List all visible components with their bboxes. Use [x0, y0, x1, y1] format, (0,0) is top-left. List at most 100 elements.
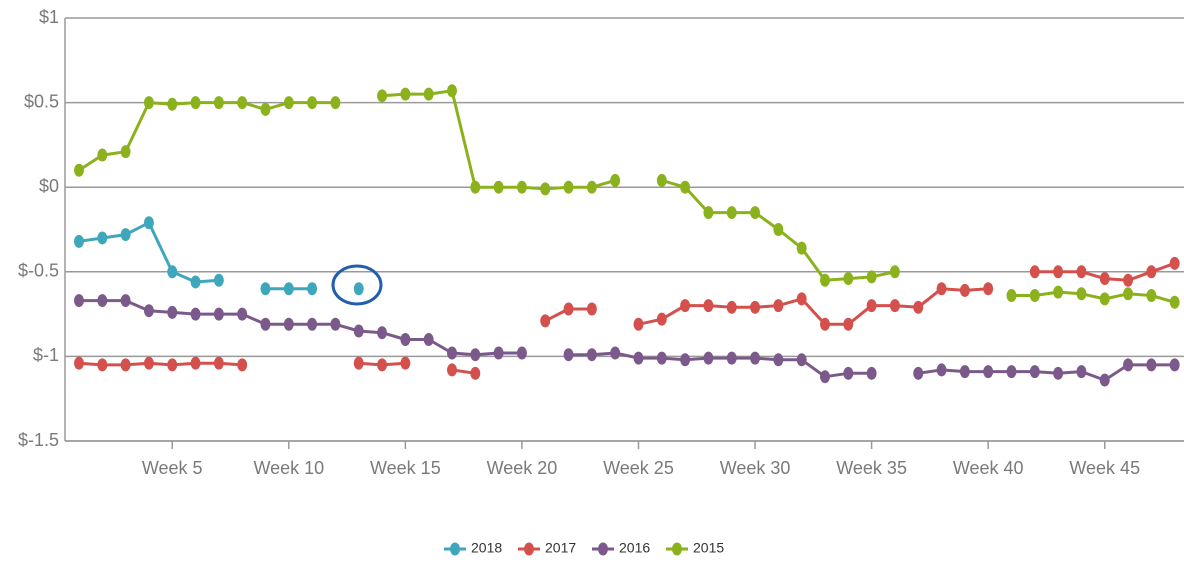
data-point — [540, 314, 551, 328]
data-point — [1076, 365, 1087, 379]
legend-label: 2015 — [693, 540, 724, 556]
data-point — [1006, 365, 1017, 379]
data-point — [633, 351, 644, 365]
data-point — [167, 265, 178, 279]
legend-marker — [598, 542, 608, 556]
data-point — [586, 180, 597, 194]
data-point — [866, 366, 877, 380]
legend-marker — [450, 542, 460, 556]
data-point — [889, 265, 900, 279]
data-point — [120, 358, 131, 372]
y-tick-label: $0 — [39, 176, 59, 196]
data-point — [423, 332, 434, 346]
data-point — [1123, 273, 1134, 287]
data-point — [330, 317, 341, 331]
data-point — [843, 272, 854, 286]
data-point — [97, 231, 108, 245]
data-point — [843, 317, 854, 331]
data-point — [516, 346, 527, 360]
data-point — [260, 317, 271, 331]
data-point — [73, 163, 84, 177]
data-point — [307, 96, 318, 110]
data-point — [470, 366, 481, 380]
data-point — [470, 180, 481, 194]
data-point — [97, 294, 108, 308]
legend: 2018 2017 2016 2015 — [444, 540, 724, 556]
data-point — [213, 273, 224, 287]
data-point — [913, 366, 924, 380]
data-point — [143, 304, 154, 318]
data-point — [726, 300, 737, 314]
data-point — [516, 180, 527, 194]
data-point — [446, 346, 457, 360]
series-line — [78, 89, 1176, 304]
data-point — [190, 96, 201, 110]
data-point — [959, 365, 970, 379]
data-point — [493, 180, 504, 194]
data-point — [1099, 272, 1110, 286]
data-point — [143, 356, 154, 370]
y-tick-label: $0.5 — [24, 91, 59, 111]
y-tick-label: $1 — [39, 7, 59, 27]
plot-area — [73, 84, 1180, 387]
legend-label: 2016 — [619, 540, 650, 556]
x-tick-label: Week 20 — [487, 458, 558, 478]
data-point — [307, 317, 318, 331]
data-point — [1029, 365, 1040, 379]
data-point — [143, 96, 154, 110]
data-point — [377, 89, 388, 103]
data-point — [190, 307, 201, 321]
x-tick-label: Week 45 — [1069, 458, 1140, 478]
data-point — [750, 300, 761, 314]
data-point — [633, 317, 644, 331]
data-point — [796, 353, 807, 367]
data-point — [726, 206, 737, 220]
x-tick-label: Week 35 — [836, 458, 907, 478]
data-point — [656, 351, 667, 365]
data-point — [866, 299, 877, 313]
data-point — [1053, 265, 1064, 279]
y-tick-label: $-1 — [33, 345, 59, 365]
data-point — [796, 292, 807, 306]
data-point — [586, 302, 597, 316]
data-point — [493, 346, 504, 360]
data-point — [237, 358, 248, 372]
data-point — [330, 96, 341, 110]
data-point — [959, 283, 970, 297]
data-point — [213, 307, 224, 321]
data-point — [1029, 288, 1040, 302]
data-point — [237, 96, 248, 110]
data-point — [1146, 358, 1157, 372]
data-point — [843, 366, 854, 380]
x-tick-label: Week 10 — [253, 458, 324, 478]
data-point — [190, 275, 201, 289]
data-point — [307, 282, 318, 296]
data-point — [446, 84, 457, 98]
data-point — [1099, 292, 1110, 306]
x-tick-label: Week 15 — [370, 458, 441, 478]
x-tick-label: Week 25 — [603, 458, 674, 478]
data-point — [1099, 373, 1110, 387]
data-point — [190, 356, 201, 370]
data-point — [819, 370, 830, 384]
data-point — [120, 145, 131, 159]
data-point — [167, 305, 178, 319]
y-tick-label: $-0.5 — [18, 261, 59, 281]
data-point — [143, 216, 154, 230]
data-point — [167, 358, 178, 372]
data-point — [703, 206, 714, 220]
data-point — [1006, 288, 1017, 302]
data-point — [73, 356, 84, 370]
data-point — [796, 241, 807, 255]
data-point — [703, 351, 714, 365]
data-point — [423, 87, 434, 101]
data-point — [540, 182, 551, 196]
data-point — [1169, 295, 1180, 309]
data-point — [913, 300, 924, 314]
data-point — [936, 282, 947, 296]
data-point — [353, 324, 364, 338]
data-point — [680, 353, 691, 367]
data-point — [120, 228, 131, 242]
data-point — [377, 358, 388, 372]
data-point — [260, 102, 271, 116]
